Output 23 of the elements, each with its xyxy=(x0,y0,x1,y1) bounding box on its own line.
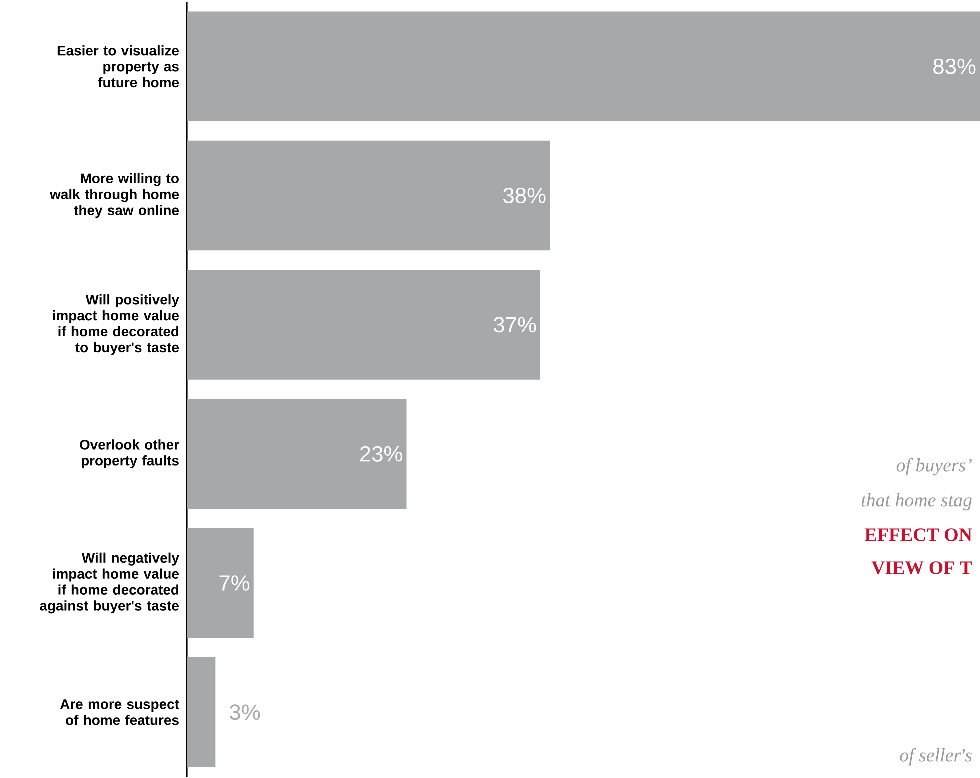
bar xyxy=(187,12,980,122)
bar xyxy=(187,140,550,251)
bar xyxy=(187,658,216,768)
bar xyxy=(187,399,407,510)
annotation: EFFECT ON xyxy=(865,528,972,542)
data-label: 3% xyxy=(230,704,260,720)
annotation: of seller's xyxy=(900,748,972,766)
data-label: 83% xyxy=(934,58,976,74)
annotation: that home stag xyxy=(862,494,972,511)
y-tick-label: Easier to visualize property as future home xyxy=(58,46,179,88)
y-tick-label: Will positively impact home value if home decorated to buyer's taste xyxy=(53,294,180,356)
annotation: of buyers’ xyxy=(896,458,972,476)
y-tick-label: Overlook other property faults xyxy=(80,440,180,469)
y-tick-label: Are more suspect of home features xyxy=(60,700,180,726)
annotation: VIEW OF T xyxy=(872,562,972,574)
data-label: 23% xyxy=(360,446,402,462)
data-label: 37% xyxy=(494,317,536,333)
bar xyxy=(187,270,541,380)
y-tick-label: More willing to walk through home they saw online xyxy=(50,173,180,218)
bar xyxy=(187,528,254,638)
data-label: 7% xyxy=(220,576,250,592)
data-label: 38% xyxy=(504,188,546,204)
y-tick-label: Will negatively impact home value if home decorated against buyer's taste xyxy=(40,552,180,614)
